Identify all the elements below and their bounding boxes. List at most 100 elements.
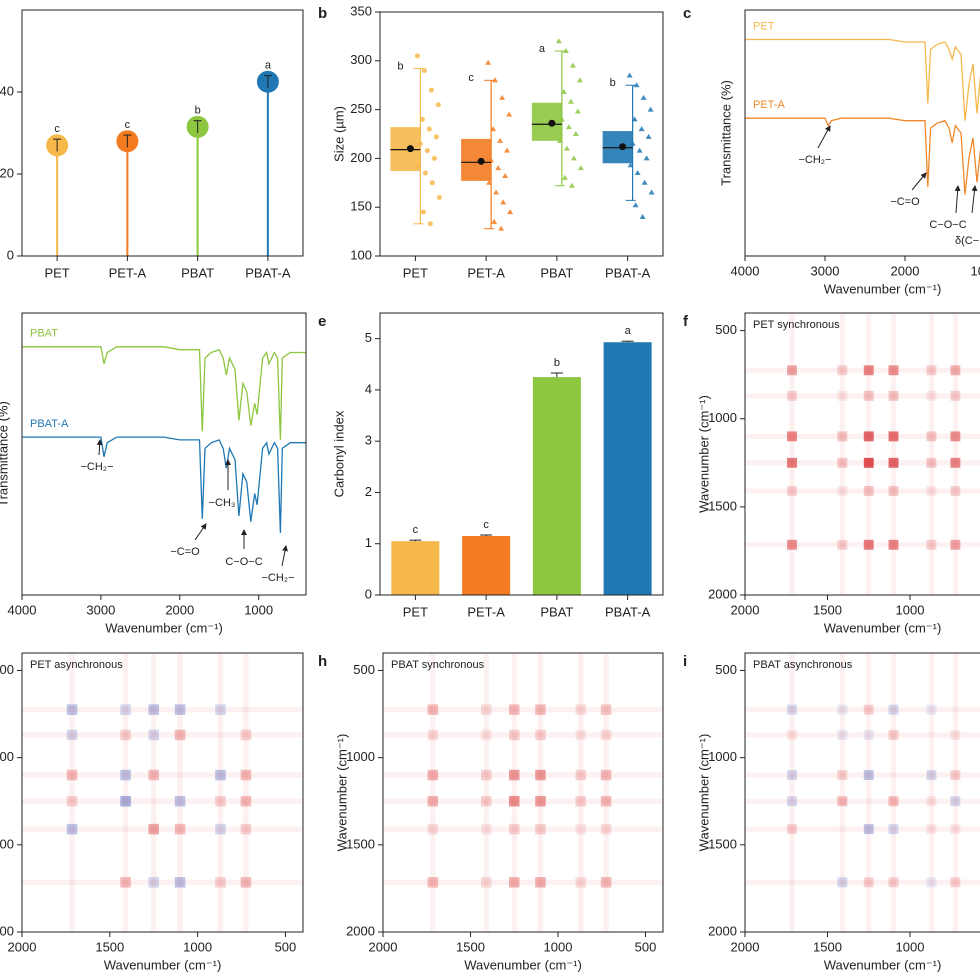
heatmap-cell	[888, 877, 899, 888]
significance-letter: b	[610, 77, 616, 89]
heatmap-cell	[837, 770, 848, 781]
mean	[406, 145, 414, 153]
peak-stripe	[745, 488, 980, 494]
heatmap-cell	[863, 730, 874, 740]
heatmap-cell	[481, 769, 492, 781]
heatmap-cell	[837, 457, 848, 468]
plot-frame	[382, 652, 664, 933]
x-tick-label: PET	[44, 265, 69, 280]
y-tick-label: 500	[353, 662, 375, 677]
heatmap-cell	[509, 729, 520, 741]
data-point	[500, 199, 507, 205]
heatmap-cell	[120, 795, 131, 807]
heatmap-cell	[926, 486, 937, 496]
peak-annotation: C−O−C	[929, 219, 966, 231]
heatmap-cell	[950, 539, 961, 550]
peak-stripe	[151, 653, 157, 932]
y-axis-label: Wavenumber (cm⁻¹)	[334, 734, 349, 852]
x-tick-label: 3000	[811, 263, 840, 278]
peak-stripe	[745, 542, 980, 548]
mean	[548, 119, 556, 127]
heatmap-cell	[863, 824, 874, 835]
peak-stripe	[69, 653, 75, 932]
heatmap-cell	[240, 823, 252, 835]
x-tick-label: PBAT	[181, 265, 214, 280]
mean	[619, 143, 627, 151]
heatmap-cell	[837, 704, 848, 715]
x-tick-label: PET	[403, 604, 428, 619]
heatmap-cell	[535, 877, 546, 888]
data-point	[648, 189, 655, 195]
plot-area	[745, 653, 980, 932]
heatmap-cell	[535, 795, 546, 807]
heatmap-cell	[888, 486, 899, 496]
x-tick-label: PBAT-A	[245, 265, 291, 280]
heatmap-cell	[926, 770, 937, 781]
data-point	[638, 126, 645, 132]
y-tick-label: 1500	[708, 498, 737, 513]
peak-stripe	[537, 653, 544, 932]
mean	[477, 157, 485, 165]
y-tick-label: 1500	[708, 836, 737, 851]
bar	[603, 342, 652, 595]
y-tick-label: 40	[0, 83, 14, 98]
data-point	[567, 98, 574, 104]
x-tick-label: 2000	[731, 939, 760, 954]
heatmap-cell	[863, 539, 874, 550]
peak-stripe	[22, 879, 303, 885]
heatmap-cell	[888, 457, 899, 468]
x-tick-label: PET-A	[467, 265, 505, 280]
heatmap-cell	[787, 824, 797, 835]
peak-annotation: C−O−C	[225, 556, 262, 568]
spectrum-line	[745, 117, 980, 195]
panel-letter: b	[318, 5, 327, 22]
x-axis-label: Wavenumber (cm⁻¹)	[824, 281, 942, 296]
heatmap-cell	[174, 704, 186, 715]
heatmap-cell	[863, 390, 874, 401]
heatmap-cell	[837, 390, 848, 401]
peak-annotation: −C=O	[890, 196, 920, 208]
y-tick-label: 1500	[346, 836, 375, 851]
y-tick-label: 100	[350, 247, 372, 262]
data-point	[570, 155, 577, 161]
y-tick-label: 1	[365, 535, 372, 550]
box	[461, 138, 492, 181]
panel-letter: e	[318, 313, 326, 330]
x-tick-label: 1000	[896, 602, 925, 617]
data-point	[640, 94, 647, 100]
data-point	[427, 221, 433, 227]
annotation-arrow	[281, 545, 288, 567]
heatmap-cell	[926, 390, 937, 401]
heatmap-title: PET asynchronous	[30, 659, 123, 671]
x-tick-label: 1000	[183, 939, 212, 954]
y-tick-label: 3	[365, 433, 372, 448]
y-tick-label: 1500	[0, 836, 14, 851]
y-tick-label: 2000	[346, 923, 375, 938]
significance-letter: c	[125, 119, 131, 131]
y-tick-label: 500	[715, 322, 737, 337]
heatmap-cell	[863, 877, 874, 888]
peak-stripe	[789, 653, 795, 932]
peak-stripe	[383, 707, 663, 713]
peak-stripe	[383, 772, 663, 778]
data-point	[497, 137, 504, 143]
y-tick-label: 1000	[708, 410, 737, 425]
data-point	[574, 108, 581, 114]
heatmap-cell	[427, 795, 439, 807]
heatmap-cell	[575, 769, 586, 781]
data-point	[422, 170, 428, 176]
heatmap-cell	[888, 730, 899, 740]
series-label: PET	[753, 20, 775, 32]
peak-stripe	[745, 707, 980, 713]
annotation-arrow	[96, 439, 103, 456]
significance-letter: c	[54, 123, 60, 135]
peak-stripe	[22, 772, 303, 778]
panel-letter: f	[683, 313, 689, 330]
y-tick-label: 5	[365, 330, 372, 345]
annotation-arrow	[817, 125, 831, 149]
heatmap-cell	[888, 796, 899, 807]
heatmap-cell	[481, 823, 492, 835]
peak-annotation: −CH₂−	[80, 461, 113, 473]
heatmap-cell	[950, 486, 961, 496]
data-point	[633, 82, 640, 88]
